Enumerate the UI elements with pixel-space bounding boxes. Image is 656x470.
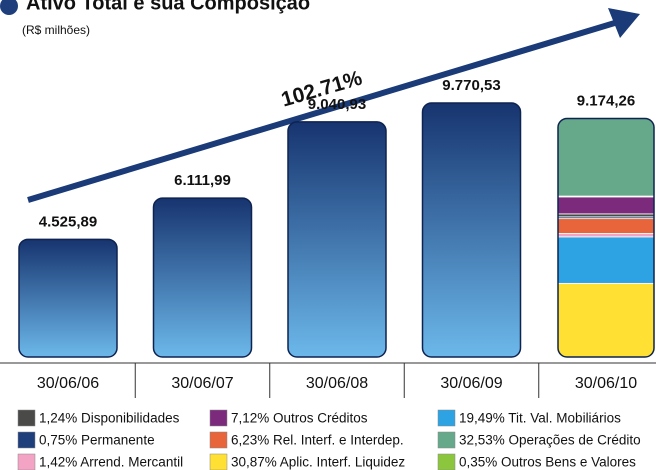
bar-segment [558, 218, 654, 234]
legend-swatch [209, 431, 228, 449]
chart-title: Ativo Total e sua Composição [26, 0, 310, 14]
trend-arrow [27, 19, 619, 203]
legend-label: 1,24% Disponibilidades [39, 411, 180, 426]
legend-swatch [209, 409, 228, 427]
legend-swatch [437, 409, 456, 427]
bar-segment [558, 213, 654, 218]
bar [287, 121, 387, 358]
legend-label: 30,87% Aplic. Interf. Liquidez [231, 455, 405, 470]
legend-label: 0,35% Outros Bens e Valores [459, 455, 636, 470]
legend-label: 19,49% Tit. Val. Mobiliários [459, 411, 621, 426]
bar-segment [558, 282, 654, 357]
bar-segment [558, 236, 654, 284]
title-icon [0, 0, 18, 15]
bar [557, 117, 655, 358]
value-label: 9.770,53 [442, 77, 500, 94]
legend-swatch [437, 453, 456, 470]
legend-swatch [209, 453, 228, 470]
legend-label: 1,42% Arrend. Mercantil [39, 455, 183, 470]
value-label: 6.111,99 [174, 172, 231, 189]
legend-label: 32,53% Operações de Crédito [459, 433, 641, 448]
bar [18, 238, 118, 358]
legend-swatch [17, 409, 36, 427]
legend-swatch [17, 453, 36, 470]
x-tick-label: 30/06/10 [575, 375, 637, 392]
bar-segment [558, 196, 654, 215]
value-label: 4.525,89 [39, 213, 97, 230]
stacked-bar [558, 118, 654, 357]
x-tick-label: 30/06/06 [37, 375, 99, 392]
bar-segment [558, 118, 654, 197]
value-label: 9.174,26 [577, 92, 635, 109]
legend-swatch [437, 431, 456, 449]
arrow-head [608, 8, 640, 38]
bar [421, 102, 522, 358]
x-tick-label: 30/06/08 [306, 375, 368, 392]
x-tick-label: 30/06/07 [171, 375, 233, 392]
legend-label: 7,12% Outros Créditos [231, 411, 368, 426]
bar [152, 197, 253, 358]
legend-label: 6,23% Rel. Interf. e Interdep. [231, 433, 404, 448]
chart-subtitle: (R$ milhões) [22, 23, 90, 37]
x-tick-label: 30/06/09 [440, 375, 502, 392]
legend-swatch [17, 431, 36, 449]
legend-label: 0,75% Permanente [39, 433, 155, 448]
bar-segment [558, 233, 654, 238]
value-label: 9.040,93 [308, 96, 366, 113]
